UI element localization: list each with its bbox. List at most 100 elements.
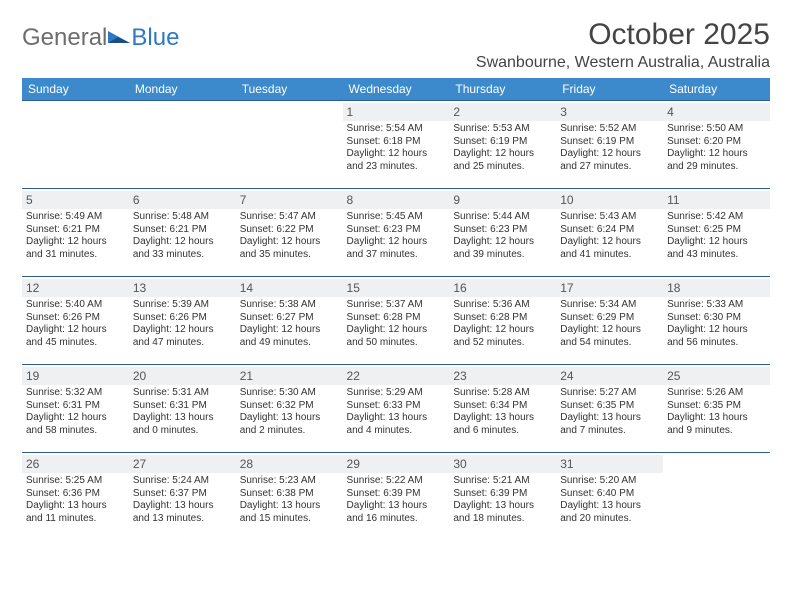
calendar-day-cell: 13 Sunrise: 5:39 AMSunset: 6:26 PMDayligh… (129, 277, 236, 365)
calendar-day-cell: 5 Sunrise: 5:49 AMSunset: 6:21 PMDaylight… (22, 189, 129, 277)
logo-text-1: General (22, 24, 107, 52)
weekday-header: Wednesday (343, 78, 450, 101)
day-details: Sunrise: 5:39 AMSunset: 6:26 PMDaylight:… (133, 299, 232, 349)
weekday-header: Friday (556, 78, 663, 101)
day-number: 19 (22, 367, 129, 385)
calendar-day-cell: 12 Sunrise: 5:40 AMSunset: 6:26 PMDayligh… (22, 277, 129, 365)
day-number: 18 (663, 279, 770, 297)
day-number: 11 (663, 191, 770, 209)
calendar-day-cell: 6 Sunrise: 5:48 AMSunset: 6:21 PMDaylight… (129, 189, 236, 277)
day-number: 12 (22, 279, 129, 297)
title-block: October 2025 Swanbourne, Western Austral… (476, 18, 770, 72)
day-number: 31 (556, 455, 663, 473)
day-number: 27 (129, 455, 236, 473)
day-details: Sunrise: 5:44 AMSunset: 6:23 PMDaylight:… (453, 211, 552, 261)
day-details: Sunrise: 5:38 AMSunset: 6:27 PMDaylight:… (240, 299, 339, 349)
day-number: 10 (556, 191, 663, 209)
day-number: 9 (449, 191, 556, 209)
location-subtitle: Swanbourne, Western Australia, Australia (476, 54, 770, 72)
day-number: 4 (663, 103, 770, 121)
calendar-day-cell: 20 Sunrise: 5:31 AMSunset: 6:31 PMDayligh… (129, 365, 236, 453)
calendar-week-row: 12 Sunrise: 5:40 AMSunset: 6:26 PMDayligh… (22, 277, 770, 365)
day-details: Sunrise: 5:21 AMSunset: 6:39 PMDaylight:… (453, 475, 552, 525)
calendar-day-cell: 24Sunrise: 5:27 AMSunset: 6:35 PMDayligh… (556, 365, 663, 453)
day-details: Sunrise: 5:34 AMSunset: 6:29 PMDaylight:… (560, 299, 659, 349)
calendar-day-cell: 7 Sunrise: 5:47 AMSunset: 6:22 PMDaylight… (236, 189, 343, 277)
calendar-day-cell (236, 101, 343, 189)
calendar-week-row: 5 Sunrise: 5:49 AMSunset: 6:21 PMDaylight… (22, 189, 770, 277)
logo-text-2: Blue (131, 24, 179, 52)
day-number: 2 (449, 103, 556, 121)
day-details: Sunrise: 5:26 AMSunset: 6:35 PMDaylight:… (667, 387, 766, 437)
calendar-day-cell: 22Sunrise: 5:29 AMSunset: 6:33 PMDayligh… (343, 365, 450, 453)
calendar-day-cell (129, 101, 236, 189)
day-details: Sunrise: 5:42 AMSunset: 6:25 PMDaylight:… (667, 211, 766, 261)
day-details: Sunrise: 5:49 AMSunset: 6:21 PMDaylight:… (26, 211, 125, 261)
weekday-header: Sunday (22, 78, 129, 101)
weekday-header: Tuesday (236, 78, 343, 101)
calendar-day-cell: 26 Sunrise: 5:25 AMSunset: 6:36 PMDayligh… (22, 453, 129, 541)
calendar-table: SundayMondayTuesdayWednesdayThursdayFrid… (22, 78, 770, 541)
day-number: 28 (236, 455, 343, 473)
calendar-day-cell (663, 453, 770, 541)
day-details: Sunrise: 5:28 AMSunset: 6:34 PMDaylight:… (453, 387, 552, 437)
calendar-day-cell: 1 Sunrise: 5:54 AMSunset: 6:18 PMDaylight… (343, 101, 450, 189)
day-number: 5 (22, 191, 129, 209)
day-number: 22 (343, 367, 450, 385)
day-number: 25 (663, 367, 770, 385)
day-number: 1 (343, 103, 450, 121)
calendar-day-cell: 16 Sunrise: 5:36 AMSunset: 6:28 PMDayligh… (449, 277, 556, 365)
month-title: October 2025 (476, 18, 770, 52)
day-number: 21 (236, 367, 343, 385)
day-number: 30 (449, 455, 556, 473)
calendar-day-cell: 27 Sunrise: 5:24 AMSunset: 6:37 PMDayligh… (129, 453, 236, 541)
day-number: 3 (556, 103, 663, 121)
day-number: 8 (343, 191, 450, 209)
day-details: Sunrise: 5:31 AMSunset: 6:31 PMDaylight:… (133, 387, 232, 437)
day-number: 6 (129, 191, 236, 209)
logo-flag-icon (108, 29, 130, 47)
calendar-day-cell: 8Sunrise: 5:45 AMSunset: 6:23 PMDaylight… (343, 189, 450, 277)
calendar-day-cell: 10 Sunrise: 5:43 AMSunset: 6:24 PMDayligh… (556, 189, 663, 277)
calendar-week-row: 26 Sunrise: 5:25 AMSunset: 6:36 PMDayligh… (22, 453, 770, 541)
weekday-header: Thursday (449, 78, 556, 101)
day-details: Sunrise: 5:20 AMSunset: 6:40 PMDaylight:… (560, 475, 659, 525)
calendar-day-cell: 23 Sunrise: 5:28 AMSunset: 6:34 PMDayligh… (449, 365, 556, 453)
day-details: Sunrise: 5:54 AMSunset: 6:18 PMDaylight:… (347, 123, 446, 173)
day-details: Sunrise: 5:52 AMSunset: 6:19 PMDaylight:… (560, 123, 659, 173)
day-number: 16 (449, 279, 556, 297)
day-details: Sunrise: 5:47 AMSunset: 6:22 PMDaylight:… (240, 211, 339, 261)
day-details: Sunrise: 5:33 AMSunset: 6:30 PMDaylight:… (667, 299, 766, 349)
day-details: Sunrise: 5:40 AMSunset: 6:26 PMDaylight:… (26, 299, 125, 349)
day-details: Sunrise: 5:48 AMSunset: 6:21 PMDaylight:… (133, 211, 232, 261)
calendar-day-cell: 4 Sunrise: 5:50 AMSunset: 6:20 PMDaylight… (663, 101, 770, 189)
day-details: Sunrise: 5:50 AMSunset: 6:20 PMDaylight:… (667, 123, 766, 173)
day-number: 13 (129, 279, 236, 297)
day-number: 7 (236, 191, 343, 209)
calendar-day-cell: 28Sunrise: 5:23 AMSunset: 6:38 PMDayligh… (236, 453, 343, 541)
calendar-day-cell: 15Sunrise: 5:37 AMSunset: 6:28 PMDayligh… (343, 277, 450, 365)
day-details: Sunrise: 5:30 AMSunset: 6:32 PMDaylight:… (240, 387, 339, 437)
calendar-day-cell (22, 101, 129, 189)
calendar-day-cell: 11 Sunrise: 5:42 AMSunset: 6:25 PMDayligh… (663, 189, 770, 277)
calendar-day-cell: 19 Sunrise: 5:32 AMSunset: 6:31 PMDayligh… (22, 365, 129, 453)
weekday-header: Saturday (663, 78, 770, 101)
calendar-week-row: 19 Sunrise: 5:32 AMSunset: 6:31 PMDayligh… (22, 365, 770, 453)
day-number: 23 (449, 367, 556, 385)
day-details: Sunrise: 5:24 AMSunset: 6:37 PMDaylight:… (133, 475, 232, 525)
calendar-day-cell: 30 Sunrise: 5:21 AMSunset: 6:39 PMDayligh… (449, 453, 556, 541)
day-details: Sunrise: 5:25 AMSunset: 6:36 PMDaylight:… (26, 475, 125, 525)
day-details: Sunrise: 5:37 AMSunset: 6:28 PMDaylight:… (347, 299, 446, 349)
calendar-day-cell: 29Sunrise: 5:22 AMSunset: 6:39 PMDayligh… (343, 453, 450, 541)
day-details: Sunrise: 5:22 AMSunset: 6:39 PMDaylight:… (347, 475, 446, 525)
day-details: Sunrise: 5:53 AMSunset: 6:19 PMDaylight:… (453, 123, 552, 173)
calendar-day-cell: 14Sunrise: 5:38 AMSunset: 6:27 PMDayligh… (236, 277, 343, 365)
day-details: Sunrise: 5:32 AMSunset: 6:31 PMDaylight:… (26, 387, 125, 437)
day-details: Sunrise: 5:43 AMSunset: 6:24 PMDaylight:… (560, 211, 659, 261)
weekday-header: Monday (129, 78, 236, 101)
day-details: Sunrise: 5:36 AMSunset: 6:28 PMDaylight:… (453, 299, 552, 349)
header: General Blue October 2025 Swanbourne, We… (22, 18, 770, 72)
day-number: 20 (129, 367, 236, 385)
day-number: 26 (22, 455, 129, 473)
calendar-header-row: SundayMondayTuesdayWednesdayThursdayFrid… (22, 78, 770, 101)
